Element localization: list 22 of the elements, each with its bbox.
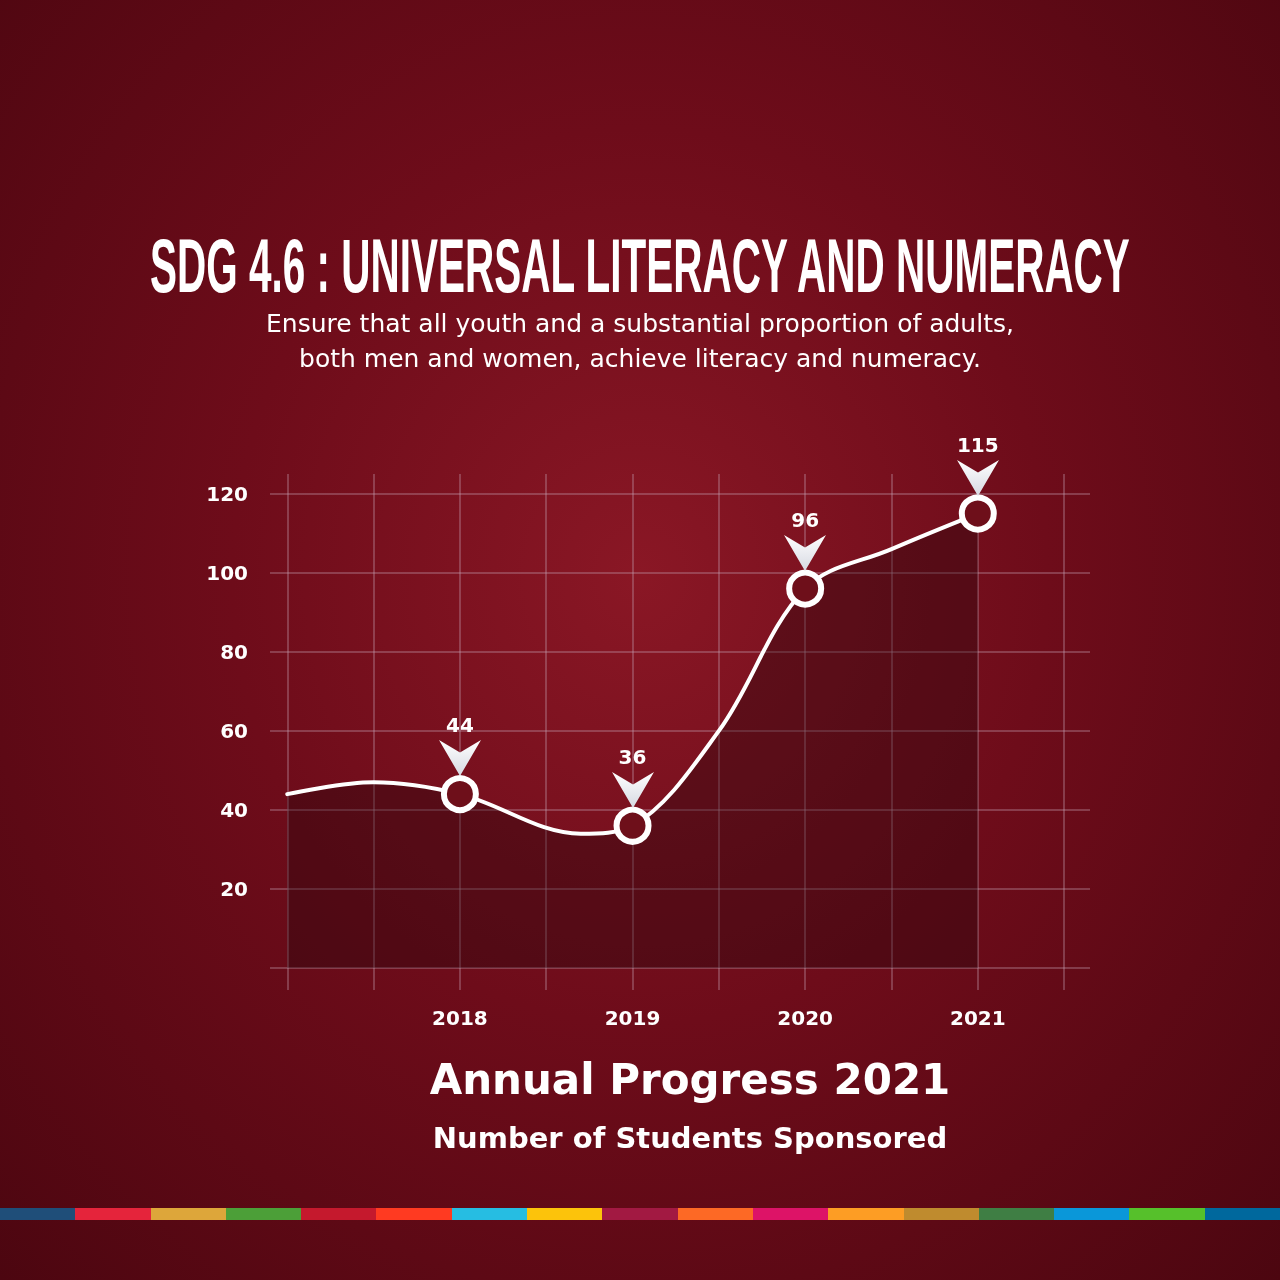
point [958,494,997,533]
point [613,806,652,845]
chart-title: SDG 4.6 : UNIVERSAL LITERACY AND NUMERACY [150,223,1130,308]
text: Annual Progress 2021 [428,1054,952,1106]
point [786,569,825,608]
y-tick-label: 20 [220,876,248,901]
x-tick-label: 2019 [604,1006,661,1030]
y-tick-label: 120 [206,481,248,506]
text: Number of Students Sponsored [431,1120,949,1157]
data-label: 44 [445,713,474,738]
y-tick-label: 100 [206,560,248,585]
data-label: 115 [956,432,999,457]
y-tick-label: 60 [220,718,248,743]
y-tick-label: 40 [220,797,248,822]
data-label: 96 [791,507,820,532]
y-tick-label: 80 [220,639,248,664]
point [440,775,479,814]
chart-subtitle: Ensure that all youth and a substantial proportion of adults, both men and women, achieve literacy and numeracy. [266,309,1014,373]
x-tick-label: 2018 [432,1006,488,1030]
x-tick-label: 2021 [949,1006,1006,1030]
data-label: 36 [618,744,647,769]
x-tick-label: 2020 [777,1006,833,1030]
